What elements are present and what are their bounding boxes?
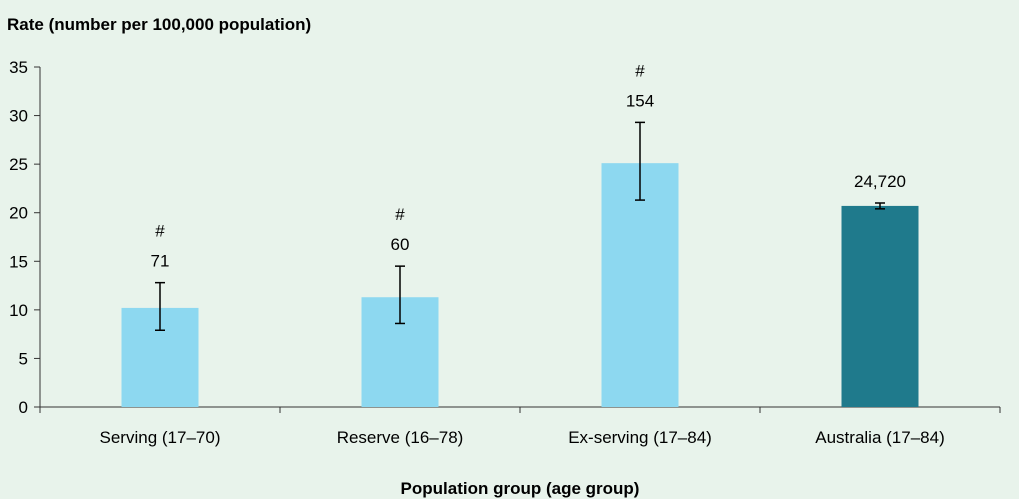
- data-label: 71: [151, 252, 170, 271]
- axes: 0 5 10 15 20 25 30 35: [9, 58, 1001, 417]
- bar: [841, 205, 919, 407]
- bar: [601, 163, 679, 407]
- y-tick-label: 10: [9, 301, 28, 320]
- y-tick-label: 30: [9, 107, 28, 126]
- significance-flag: #: [635, 61, 645, 80]
- significance-flag: #: [155, 222, 165, 241]
- x-category-label: Australia (17–84): [815, 428, 944, 447]
- data-label: 24,720: [854, 172, 906, 191]
- data-label: 154: [626, 91, 654, 110]
- data-label: 60: [391, 235, 410, 254]
- y-tick-label: 15: [9, 252, 28, 271]
- labels: 71 # Serving (17–70) 60 # Reserve (16–78) 154 #…: [100, 61, 945, 447]
- y-tick-label: 20: [9, 204, 28, 223]
- x-category-label: Reserve (16–78): [337, 428, 464, 447]
- x-category-label: Serving (17–70): [100, 428, 221, 447]
- y-tick-label: 0: [19, 398, 28, 417]
- significance-flag: #: [395, 205, 405, 224]
- y-tick-label: 35: [9, 58, 28, 77]
- y-tick-label: 25: [9, 155, 28, 174]
- x-axis-title: Population group (age group): [401, 479, 640, 498]
- y-axis-title: Rate (number per 100,000 population): [7, 15, 311, 34]
- bars: [121, 121, 919, 407]
- x-category-label: Ex-serving (17–84): [568, 428, 712, 447]
- y-tick-label: 5: [19, 349, 28, 368]
